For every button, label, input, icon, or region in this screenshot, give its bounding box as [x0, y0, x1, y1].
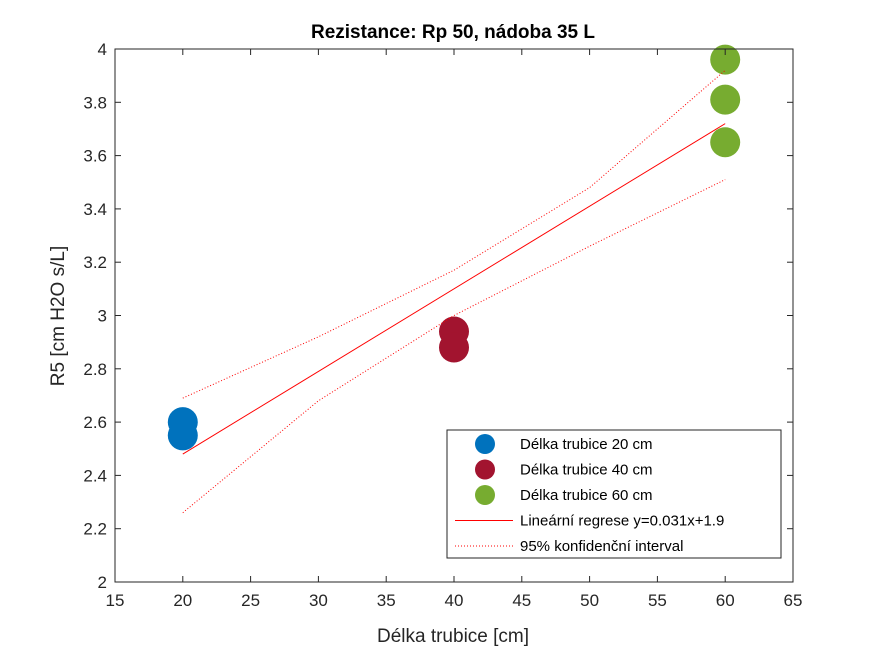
y-tick-label: 3.4: [83, 200, 107, 219]
legend-label: 95% konfidenční interval: [520, 538, 683, 555]
data-point: [710, 44, 741, 75]
legend: Délka trubice 20 cm Délka trubice 40 cm Dé…: [446, 429, 782, 559]
legend-marker: [475, 434, 495, 454]
x-tick-label: 60: [716, 591, 735, 610]
chart-title: Rezistance: Rp 50, nádoba 35 L: [311, 22, 595, 43]
legend-marker: [475, 485, 495, 505]
ci-lower-line: [182, 179, 726, 514]
legend-label: Délka trubice 20 cm: [520, 436, 653, 453]
x-tick-label: 15: [106, 591, 125, 610]
ci-upper-line: [182, 69, 726, 399]
x-tick-label: 50: [580, 591, 599, 610]
data-point: [710, 127, 741, 158]
axes: 15 20 25 30 35 40 45 50 55 60 65 2 2.2 2.4 2.6 2.8 3 3.2 3…: [83, 40, 802, 610]
y-tick-label: 3.8: [83, 93, 107, 112]
y-tick-label: 3.6: [83, 147, 107, 166]
x-tick-label: 20: [173, 591, 192, 610]
x-tick-label: 30: [309, 591, 328, 610]
y-tick-label: 2.4: [83, 466, 107, 485]
y-tick-label: 2.2: [83, 520, 107, 539]
x-tick-label: 40: [445, 591, 464, 610]
legend-label: Lineární regrese y=0.031x+1.9: [520, 513, 724, 530]
y-tick-label: 2: [98, 573, 107, 592]
x-tick-label: 55: [648, 591, 667, 610]
y-axis-title: R5 [cm H2O s/L]: [48, 246, 69, 386]
y-tick-label: 3.2: [83, 253, 107, 272]
y-tick-label: 4: [98, 40, 107, 59]
x-tick-label: 35: [377, 591, 396, 610]
regression-line: [182, 123, 726, 455]
x-axis-title: Délka trubice [cm]: [377, 626, 529, 647]
legend-label: Délka trubice 60 cm: [520, 487, 653, 504]
plot-area: [167, 44, 741, 514]
x-tick-label: 45: [512, 591, 531, 610]
data-point: [710, 84, 741, 115]
y-tick-label: 3: [98, 307, 107, 326]
y-tick-label: 2.6: [83, 413, 107, 432]
x-tick-label: 65: [784, 591, 803, 610]
legend-box: [446, 429, 782, 559]
data-point: [439, 332, 469, 363]
y-tick-label: 2.8: [83, 360, 107, 379]
data-point: [167, 420, 198, 451]
legend-label: Délka trubice 40 cm: [520, 462, 653, 479]
legend-marker: [475, 459, 495, 480]
x-tick-label: 25: [241, 591, 260, 610]
